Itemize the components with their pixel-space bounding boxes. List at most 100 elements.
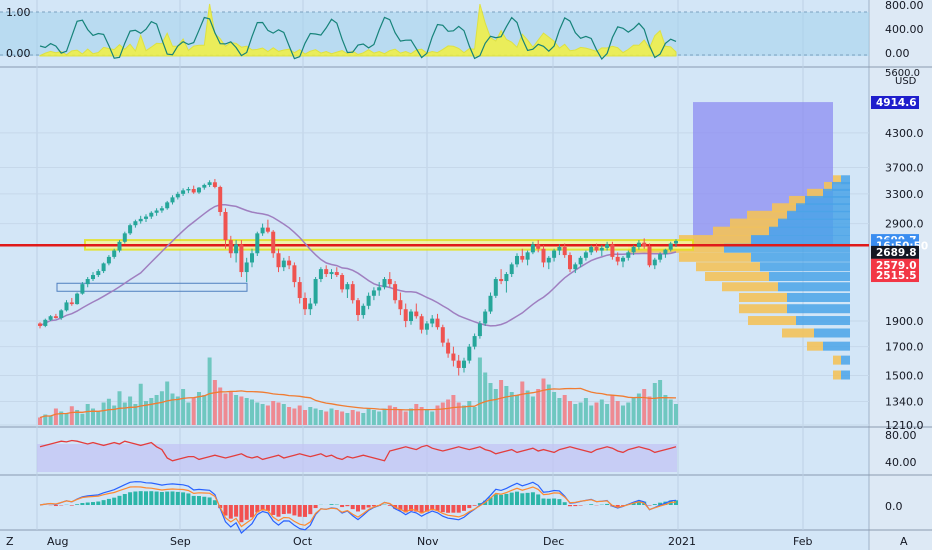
macd-histogram-bar bbox=[536, 494, 541, 505]
volume-bar bbox=[175, 396, 180, 425]
volume-bar bbox=[85, 404, 90, 425]
volume-bar bbox=[53, 408, 58, 425]
macd-histogram-bar bbox=[456, 505, 461, 513]
candle-body bbox=[509, 264, 514, 275]
volume-bar bbox=[578, 402, 583, 425]
axis-top-tick: 5600.0 bbox=[885, 68, 920, 79]
macd-histogram-bar bbox=[297, 505, 302, 517]
volume-profile-bar bbox=[769, 226, 850, 236]
macd-histogram-bar bbox=[621, 505, 625, 506]
time-axis[interactable]: Aug Sep Oct Nov Dec 2021 Feb Z A bbox=[6, 535, 908, 548]
candle-body bbox=[345, 284, 350, 290]
volume-bar bbox=[212, 380, 217, 425]
macd-histogram-bar bbox=[228, 505, 233, 519]
macd-histogram-bar bbox=[557, 499, 562, 505]
macd-histogram-bar bbox=[234, 505, 239, 517]
macd-histogram-bar bbox=[398, 505, 403, 511]
macd-histogram-bar bbox=[371, 505, 376, 507]
prior-zone bbox=[56, 282, 248, 292]
candle-body bbox=[483, 311, 488, 324]
candle-body bbox=[350, 284, 355, 301]
candle-body bbox=[244, 262, 249, 273]
macd-histogram-bar bbox=[170, 491, 175, 505]
volume-profile-bar bbox=[748, 316, 796, 326]
price-tag: 2579.0 bbox=[876, 260, 917, 272]
main-price-pane[interactable] bbox=[0, 102, 869, 425]
top-tick-right: 0.00 bbox=[885, 47, 910, 60]
candle-body bbox=[91, 275, 95, 280]
volume-bar bbox=[250, 399, 254, 425]
volume-bar bbox=[271, 401, 276, 425]
volume-bar bbox=[515, 395, 519, 425]
candle-body bbox=[175, 193, 180, 198]
candle-body bbox=[621, 257, 625, 262]
candle-body bbox=[467, 346, 472, 361]
volume-bar bbox=[536, 389, 541, 425]
volume-bar bbox=[234, 395, 239, 425]
candle-body bbox=[340, 275, 345, 290]
candle-body bbox=[462, 360, 466, 368]
macd-histogram-bar bbox=[440, 505, 445, 513]
macd-histogram-bar bbox=[477, 503, 482, 505]
top-indicator-pane[interactable]: 1.00 0.00 800.00 400.00 0.00 bbox=[0, 0, 924, 60]
volume-bar bbox=[265, 405, 270, 425]
macd-histogram-bar bbox=[430, 505, 435, 511]
volume-profile-bar bbox=[841, 355, 850, 365]
macd-histogram-bar bbox=[260, 505, 265, 511]
candle-body bbox=[366, 295, 371, 306]
candle-body bbox=[663, 249, 668, 255]
candle-body bbox=[59, 310, 64, 319]
macd-histogram-bar bbox=[520, 493, 525, 505]
macd-histogram-bar bbox=[631, 502, 636, 505]
volume-profile-bar bbox=[833, 175, 841, 185]
price-tick: 3700.0 bbox=[885, 161, 924, 174]
macd-histogram-bar bbox=[589, 504, 594, 505]
volume-bar bbox=[668, 399, 673, 425]
top-tick-right: 400.00 bbox=[885, 23, 924, 36]
volume-bar bbox=[483, 372, 488, 425]
macd-histogram-bar bbox=[462, 505, 466, 511]
volume-bar bbox=[414, 404, 419, 425]
candle-body bbox=[520, 255, 525, 260]
candle-body bbox=[446, 342, 451, 354]
volume-bar bbox=[626, 402, 631, 425]
macd-histogram-bar bbox=[658, 502, 663, 505]
volume-bar bbox=[525, 390, 530, 425]
candle-body bbox=[430, 318, 435, 324]
volume-bar bbox=[599, 399, 604, 425]
volume-bar bbox=[456, 402, 461, 425]
volume-bar bbox=[424, 410, 429, 425]
macd-histogram-bar bbox=[329, 504, 334, 505]
volume-bar bbox=[499, 380, 504, 425]
macd-histogram-bar bbox=[91, 502, 95, 505]
price-tick: 1340.0 bbox=[885, 395, 924, 408]
candle-body bbox=[122, 233, 127, 242]
volume-bar bbox=[80, 413, 85, 425]
candle-body bbox=[48, 316, 53, 320]
macd-histogram-bar bbox=[435, 505, 440, 511]
macd-pane[interactable]: 0.0 bbox=[39, 481, 903, 534]
macd-histogram-bar bbox=[69, 505, 74, 506]
volume-bar bbox=[276, 402, 281, 425]
volume-bar bbox=[324, 411, 329, 425]
volume-profile-bar bbox=[722, 282, 778, 292]
top-tick-left: 1.00 bbox=[6, 6, 31, 19]
volume-bar bbox=[43, 414, 48, 425]
buy-pressure-area bbox=[39, 3, 677, 57]
volume-profile-bar bbox=[747, 210, 787, 220]
macd-histogram-bar bbox=[467, 505, 472, 509]
volume-bar bbox=[366, 408, 371, 425]
volume-profile-bar bbox=[751, 252, 850, 262]
currency-label: USD bbox=[895, 76, 917, 87]
candle-body bbox=[393, 284, 398, 301]
volume-profile-bar bbox=[730, 218, 778, 228]
macd-histogram-bar bbox=[212, 500, 217, 505]
macd-histogram-bar bbox=[573, 505, 578, 507]
volume-bar bbox=[393, 407, 398, 425]
rsi-pane[interactable]: 80.00 40.00 bbox=[37, 429, 917, 472]
volume-bar bbox=[122, 402, 127, 425]
candle-body bbox=[218, 186, 223, 212]
volume-bar bbox=[223, 393, 228, 425]
